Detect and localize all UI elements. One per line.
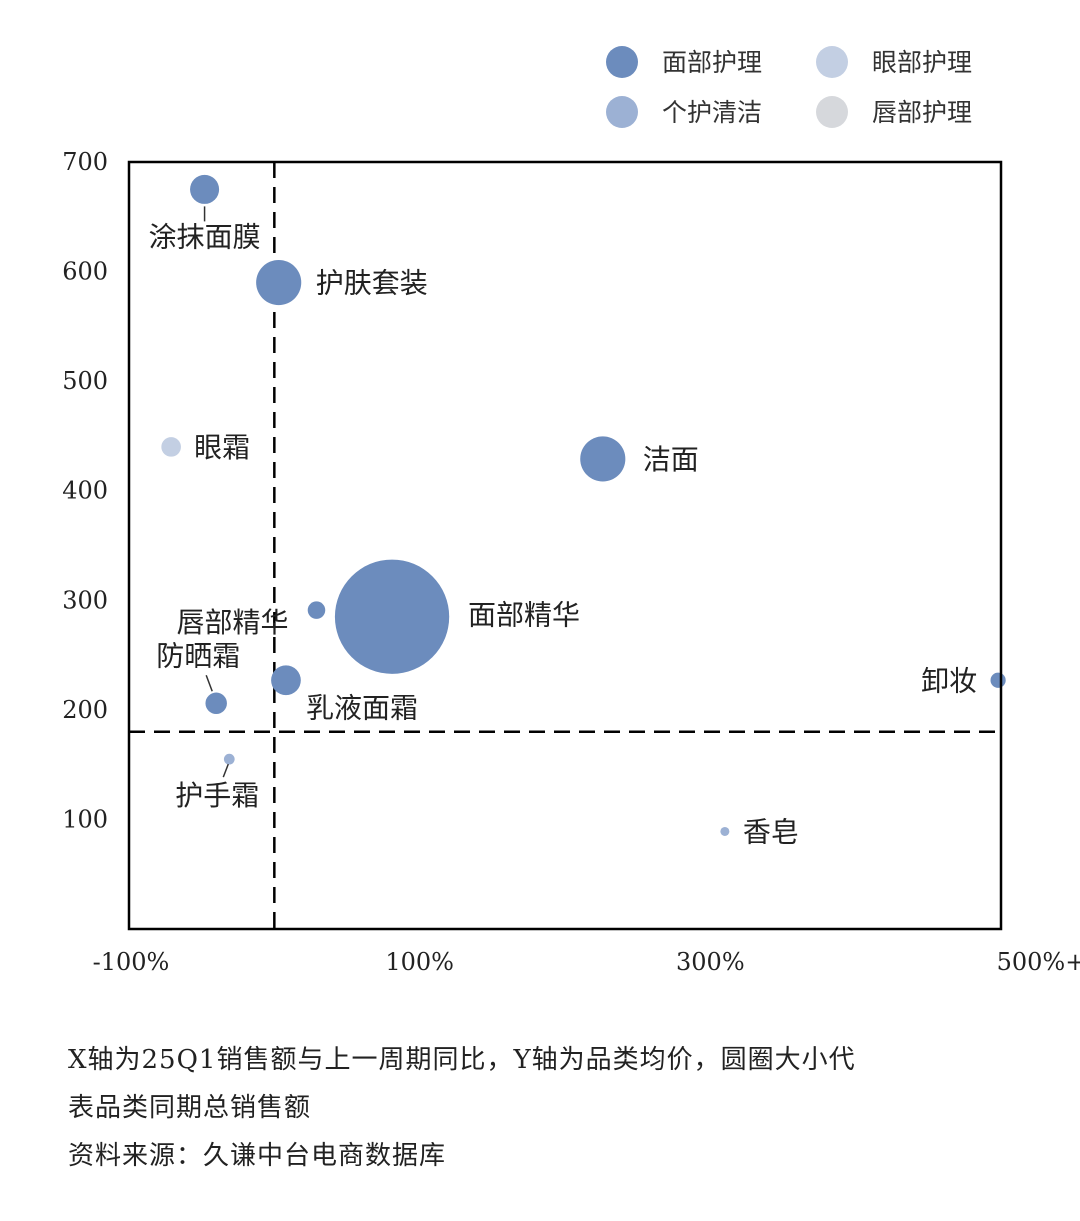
legend-label: 个护清洁 [662, 98, 762, 127]
legend-label: 面部护理 [662, 48, 762, 77]
chart-notes: X轴为25Q1销售额与上一周期同比，Y轴为品类均价，圆圈大小代 表品类同期总销售… [68, 1036, 1058, 1180]
bubbles [161, 174, 1006, 836]
legend-marker [606, 46, 638, 78]
y-axis-ticks: 100 200 300 400 500 600 700 [62, 148, 108, 833]
bubble [580, 436, 626, 482]
y-tick-label: 100 [62, 805, 108, 833]
bubble-label: 眼霜 [194, 431, 250, 464]
x-tick-label: 500%+ [997, 948, 1080, 976]
legend-label: 眼部护理 [872, 48, 972, 77]
bubble [161, 437, 181, 457]
bubble [990, 672, 1006, 688]
bubble [334, 559, 450, 674]
x-tick-label: 300% [676, 948, 745, 976]
x-tick-label: -100% [93, 948, 170, 976]
note-line-3: 资料来源：久谦中台电商数据库 [68, 1141, 447, 1171]
y-tick-label: 500 [62, 367, 108, 395]
label-leader-line [205, 675, 213, 692]
bubble [720, 826, 730, 836]
y-tick-label: 400 [62, 477, 108, 505]
bubble-label: 面部精华 [468, 599, 580, 632]
note-line-1: X轴为25Q1销售额与上一周期同比，Y轴为品类均价，圆圈大小代 [68, 1045, 856, 1075]
legend-marker [606, 96, 638, 128]
bubble [205, 692, 227, 715]
bubble-label: 卸妆 [921, 664, 977, 697]
bubble [307, 601, 326, 619]
y-tick-label: 300 [62, 586, 108, 614]
bubble-label: 护肤套装 [316, 267, 428, 300]
plot-frame [127, 160, 1003, 931]
bubble [190, 174, 220, 204]
bubble-label: 唇部精华 [176, 606, 288, 639]
y-tick-label: 600 [62, 258, 108, 286]
bubble-label: 护手霜 [175, 779, 259, 812]
bubble-label: 乳液面霜 [306, 691, 418, 724]
y-tick-label: 700 [62, 148, 108, 176]
bubble-label: 涂抹面膜 [149, 220, 261, 253]
bubble [223, 753, 235, 765]
legend-marker [816, 96, 848, 128]
bubble [271, 665, 301, 696]
note-line-2: 表品类同期总销售额 [68, 1093, 312, 1123]
bubble-label: 防晒霜 [156, 639, 240, 672]
bubble-label: 香皂 [743, 815, 799, 848]
legend-marker [816, 46, 848, 78]
legend-label: 唇部护理 [872, 98, 972, 127]
x-tick-label: 100% [385, 948, 454, 976]
label-leader-line [222, 763, 229, 778]
y-tick-label: 200 [62, 696, 108, 724]
bubble [256, 259, 302, 306]
x-axis-ticks: -100% 100% 300% 500%+ [93, 948, 1080, 976]
bubble-label: 洁面 [643, 443, 699, 476]
